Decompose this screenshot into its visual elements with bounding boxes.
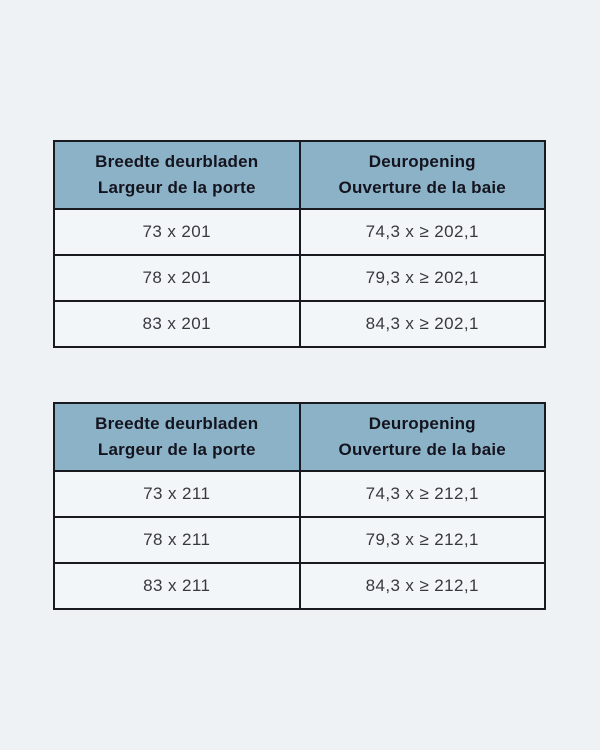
header-cell: Deuropening Ouverture de la baie	[298, 140, 546, 210]
table-cell: 83 x 201	[53, 300, 301, 348]
table-cell: 79,3 x ≥ 202,1	[298, 254, 546, 302]
header-line-fr: Ouverture de la baie	[338, 178, 506, 197]
table-row: 73 x 211 74,3 x ≥ 212,1	[53, 470, 546, 518]
door-size-table-201: Breedte deurbladen Largeur de la porte Deu…	[53, 140, 546, 348]
table-cell: 74,3 x ≥ 212,1	[298, 470, 546, 518]
header-line-fr: Largeur de la porte	[97, 178, 256, 197]
table-row: 73 x 201 74,3 x ≥ 202,1	[53, 208, 546, 256]
header-cell: Breedte deurbladen Largeur de la porte	[53, 402, 301, 472]
table-row: 83 x 211 84,3 x ≥ 212,1	[53, 562, 546, 610]
door-size-table-211: Breedte deurbladen Largeur de la porte Deu…	[53, 402, 546, 610]
header-row: Breedte deurbladen Largeur de la porte Deu…	[53, 140, 546, 210]
table-cell: 84,3 x ≥ 202,1	[298, 300, 546, 348]
table-row: 78 x 211 79,3 x ≥ 212,1	[53, 516, 546, 564]
table-body: 73 x 201 74,3 x ≥ 202,1 78 x 201 79,3 x ≥ 2…	[53, 208, 546, 348]
table-cell: 73 x 211	[53, 470, 301, 518]
table-header: Breedte deurbladen Largeur de la porte Deu…	[53, 402, 546, 472]
table-cell: 84,3 x ≥ 212,1	[298, 562, 546, 610]
header-line-nl: Breedte deurbladen	[95, 151, 259, 171]
header-line-fr: Largeur de la porte	[97, 440, 256, 459]
table-cell: 73 x 201	[53, 208, 301, 256]
table-body: 73 x 211 74,3 x ≥ 212,1 78 x 211 79,3 x ≥ 2…	[53, 470, 546, 610]
header-line-nl: Deuropening	[368, 151, 476, 171]
header-line-nl: Breedte deurbladen	[95, 413, 259, 433]
table-cell: 74,3 x ≥ 202,1	[298, 208, 546, 256]
table-row: 83 x 201 84,3 x ≥ 202,1	[53, 300, 546, 348]
table-row: 78 x 201 79,3 x ≥ 202,1	[53, 254, 546, 302]
table-cell: 79,3 x ≥ 212,1	[298, 516, 546, 564]
header-line-nl: Deuropening	[368, 413, 476, 433]
table-cell: 78 x 211	[53, 516, 301, 564]
header-cell: Deuropening Ouverture de la baie	[298, 402, 546, 472]
header-row: Breedte deurbladen Largeur de la porte Deu…	[53, 402, 546, 472]
table-cell: 78 x 201	[53, 254, 301, 302]
header-cell: Breedte deurbladen Largeur de la porte	[53, 140, 301, 210]
header-line-fr: Ouverture de la baie	[338, 440, 506, 459]
table-cell: 83 x 211	[53, 562, 301, 610]
table-header: Breedte deurbladen Largeur de la porte Deu…	[53, 140, 546, 210]
